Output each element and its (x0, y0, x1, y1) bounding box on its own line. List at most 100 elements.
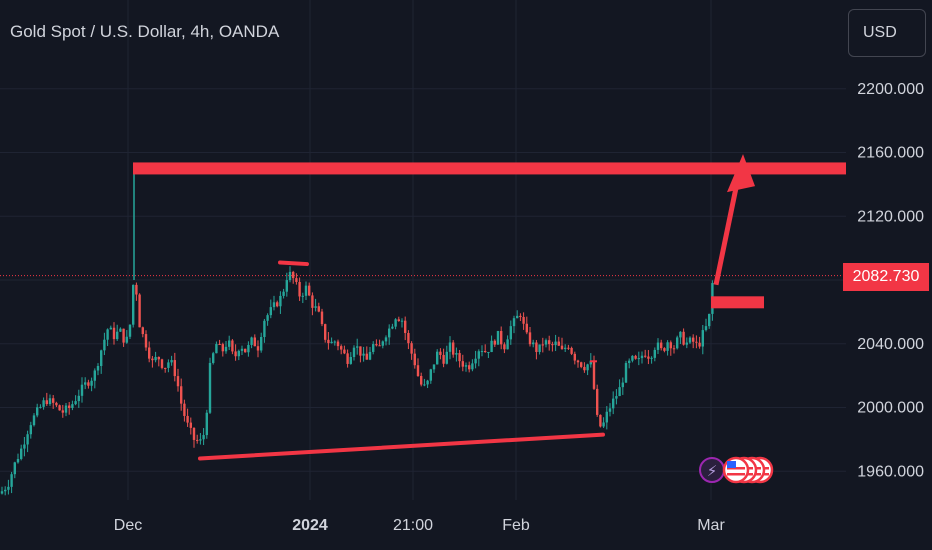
candle (176, 376, 180, 387)
candle (164, 367, 167, 369)
candle (224, 346, 228, 352)
candle (196, 439, 199, 441)
candle (535, 342, 538, 352)
x-tick-label: Mar (697, 517, 725, 534)
candle (58, 405, 61, 411)
candle (68, 405, 71, 409)
candle (295, 278, 298, 282)
candle (4, 489, 7, 492)
candle (7, 486, 10, 490)
candle (279, 295, 282, 307)
candle (330, 341, 333, 344)
candle (218, 344, 221, 346)
candle (612, 398, 615, 409)
candle (55, 402, 58, 406)
candle (583, 366, 586, 371)
candle (503, 344, 506, 350)
candle (221, 344, 224, 352)
candle (672, 348, 676, 350)
candle (618, 387, 621, 397)
candle (423, 384, 426, 386)
x-tick-label: Dec (114, 517, 142, 534)
candle (634, 355, 637, 359)
candle (324, 324, 327, 340)
candle (567, 347, 570, 349)
candle (151, 358, 154, 361)
candle (704, 326, 708, 331)
candle (160, 359, 164, 368)
candle (154, 356, 157, 361)
candle (135, 284, 138, 295)
candle (247, 344, 250, 353)
candle (599, 414, 602, 427)
candle (269, 307, 272, 316)
candle (231, 340, 234, 352)
candle (538, 344, 541, 352)
candle (496, 331, 500, 345)
candle (557, 341, 560, 346)
candle (471, 363, 474, 370)
candle (480, 351, 484, 353)
candle (112, 327, 116, 340)
candle (647, 356, 650, 359)
candle (343, 349, 346, 354)
candle (23, 444, 26, 449)
candle (103, 339, 106, 351)
candle (506, 339, 509, 350)
candle (637, 358, 640, 360)
y-tick-label: 2040.000 (857, 336, 924, 353)
candle (116, 331, 119, 340)
candle (388, 328, 391, 338)
candle (144, 334, 148, 348)
candle (52, 398, 55, 403)
x-tick-label: 2024 (292, 517, 328, 534)
candle (285, 280, 288, 292)
candle (215, 344, 218, 354)
candle (276, 302, 279, 307)
candle (362, 353, 365, 356)
candle (644, 355, 647, 357)
candle (500, 331, 503, 345)
candle (16, 458, 20, 463)
candle (628, 360, 631, 364)
candle (125, 336, 128, 343)
support-trendline (198, 432, 605, 461)
candle (208, 362, 212, 413)
candle (560, 345, 564, 349)
candle (64, 405, 68, 413)
candle (234, 351, 237, 357)
candle (13, 462, 16, 475)
candle (26, 434, 29, 445)
candle (349, 356, 352, 364)
candle (167, 362, 170, 368)
candle (237, 350, 240, 357)
candle (615, 396, 618, 399)
currency-selector[interactable]: USD (848, 9, 926, 57)
candle (93, 370, 96, 381)
candle (381, 341, 384, 346)
candle (228, 340, 231, 347)
candle (384, 337, 388, 342)
candle (554, 341, 557, 346)
candle (455, 353, 458, 355)
candle (512, 318, 516, 327)
candle (477, 351, 480, 359)
candle (272, 302, 276, 308)
candle (605, 411, 608, 423)
candle (375, 344, 378, 346)
candle (608, 408, 612, 412)
candle (586, 364, 589, 371)
candle (96, 365, 100, 371)
candle (77, 395, 80, 402)
candle (74, 401, 77, 405)
resistance-line (133, 162, 846, 175)
candle (519, 315, 522, 318)
candle (631, 355, 634, 361)
candle (80, 384, 84, 396)
candle (653, 349, 656, 358)
candle (695, 341, 698, 343)
candle (298, 281, 301, 297)
candle (282, 291, 285, 296)
y-tick-label: 1960.000 (857, 463, 924, 480)
